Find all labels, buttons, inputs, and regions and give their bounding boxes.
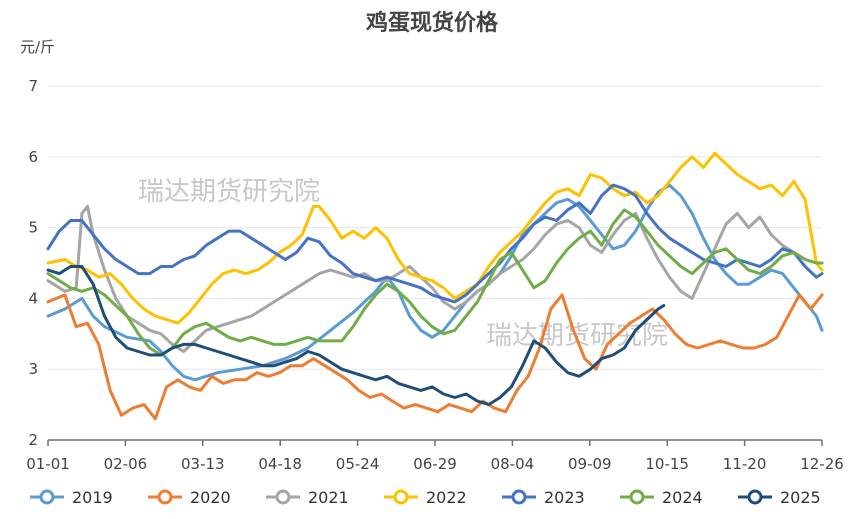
legend-swatch-marker (275, 489, 291, 505)
watermark-text: 瑞达期货研究院 (138, 177, 320, 207)
legend-item-2023[interactable]: 2023 (502, 488, 585, 507)
series-line-2021 (46, 204, 824, 353)
x-tick-label-01-01: 01-01 (26, 455, 70, 473)
legend-swatch-marker (629, 489, 645, 505)
legend-item-2021[interactable]: 2021 (266, 488, 349, 507)
legend-label-2023: 2023 (544, 488, 585, 507)
series-line-2025 (46, 265, 666, 407)
chart-title: 鸡蛋现货价格 (365, 10, 499, 36)
legend-swatch-marker (39, 489, 55, 505)
legend-swatch-marker (157, 489, 173, 505)
y-tick-label-3: 3 (28, 360, 38, 378)
series-line-2022 (46, 151, 824, 325)
legend-label-2024: 2024 (662, 488, 703, 507)
y-tick-label-4: 4 (28, 289, 38, 307)
x-tick-label-10-15: 10-15 (645, 455, 689, 473)
y-axis-ticks: 2 3 4 5 6 7 (28, 77, 38, 449)
x-tick-label-06-29: 06-29 (413, 455, 457, 473)
x-tick-label-05-24: 05-24 (336, 455, 380, 473)
legend-item-2020[interactable]: 2020 (148, 488, 231, 507)
legend-label-2022: 2022 (426, 488, 467, 507)
x-tick-label-12-26: 12-26 (800, 455, 844, 473)
legend-item-2019[interactable]: 2019 (30, 488, 113, 507)
y-tick-label-2: 2 (28, 431, 38, 449)
x-tick-label-02-06: 02-06 (104, 455, 148, 473)
y-tick-label-7: 7 (28, 77, 38, 95)
x-tick-label-04-18: 04-18 (258, 455, 302, 473)
legend-swatch-marker (511, 489, 527, 505)
legend-item-2022[interactable]: 2022 (384, 488, 467, 507)
legend: 2019 2020 2021 2022 2023 2024 2025 (30, 488, 821, 507)
legend-label-2019: 2019 (72, 488, 113, 507)
x-axis: 01-01 02-06 03-13 04-18 05-24 06-29 08-04 09-09… (26, 439, 844, 473)
series-line-2024 (46, 208, 824, 357)
x-tick-label-03-13: 03-13 (181, 455, 225, 473)
x-tick-label-09-09: 09-09 (568, 455, 612, 473)
legend-swatch-marker (393, 489, 409, 505)
y-axis-unit-label: 元/斤 (20, 38, 55, 56)
legend-label-2021: 2021 (308, 488, 349, 507)
y-tick-label-6: 6 (28, 148, 38, 166)
series-lines (46, 151, 824, 421)
legend-label-2020: 2020 (190, 488, 231, 507)
legend-swatch-marker (747, 489, 763, 505)
x-tick-label-11-20: 11-20 (723, 455, 767, 473)
legend-item-2024[interactable]: 2024 (620, 488, 703, 507)
series-line-2023 (46, 183, 824, 304)
legend-label-2025: 2025 (780, 488, 821, 507)
y-tick-label-5: 5 (28, 219, 38, 237)
legend-item-2025[interactable]: 2025 (738, 488, 821, 507)
series-line-2020 (46, 293, 824, 421)
x-tick-label-08-04: 08-04 (491, 455, 535, 473)
